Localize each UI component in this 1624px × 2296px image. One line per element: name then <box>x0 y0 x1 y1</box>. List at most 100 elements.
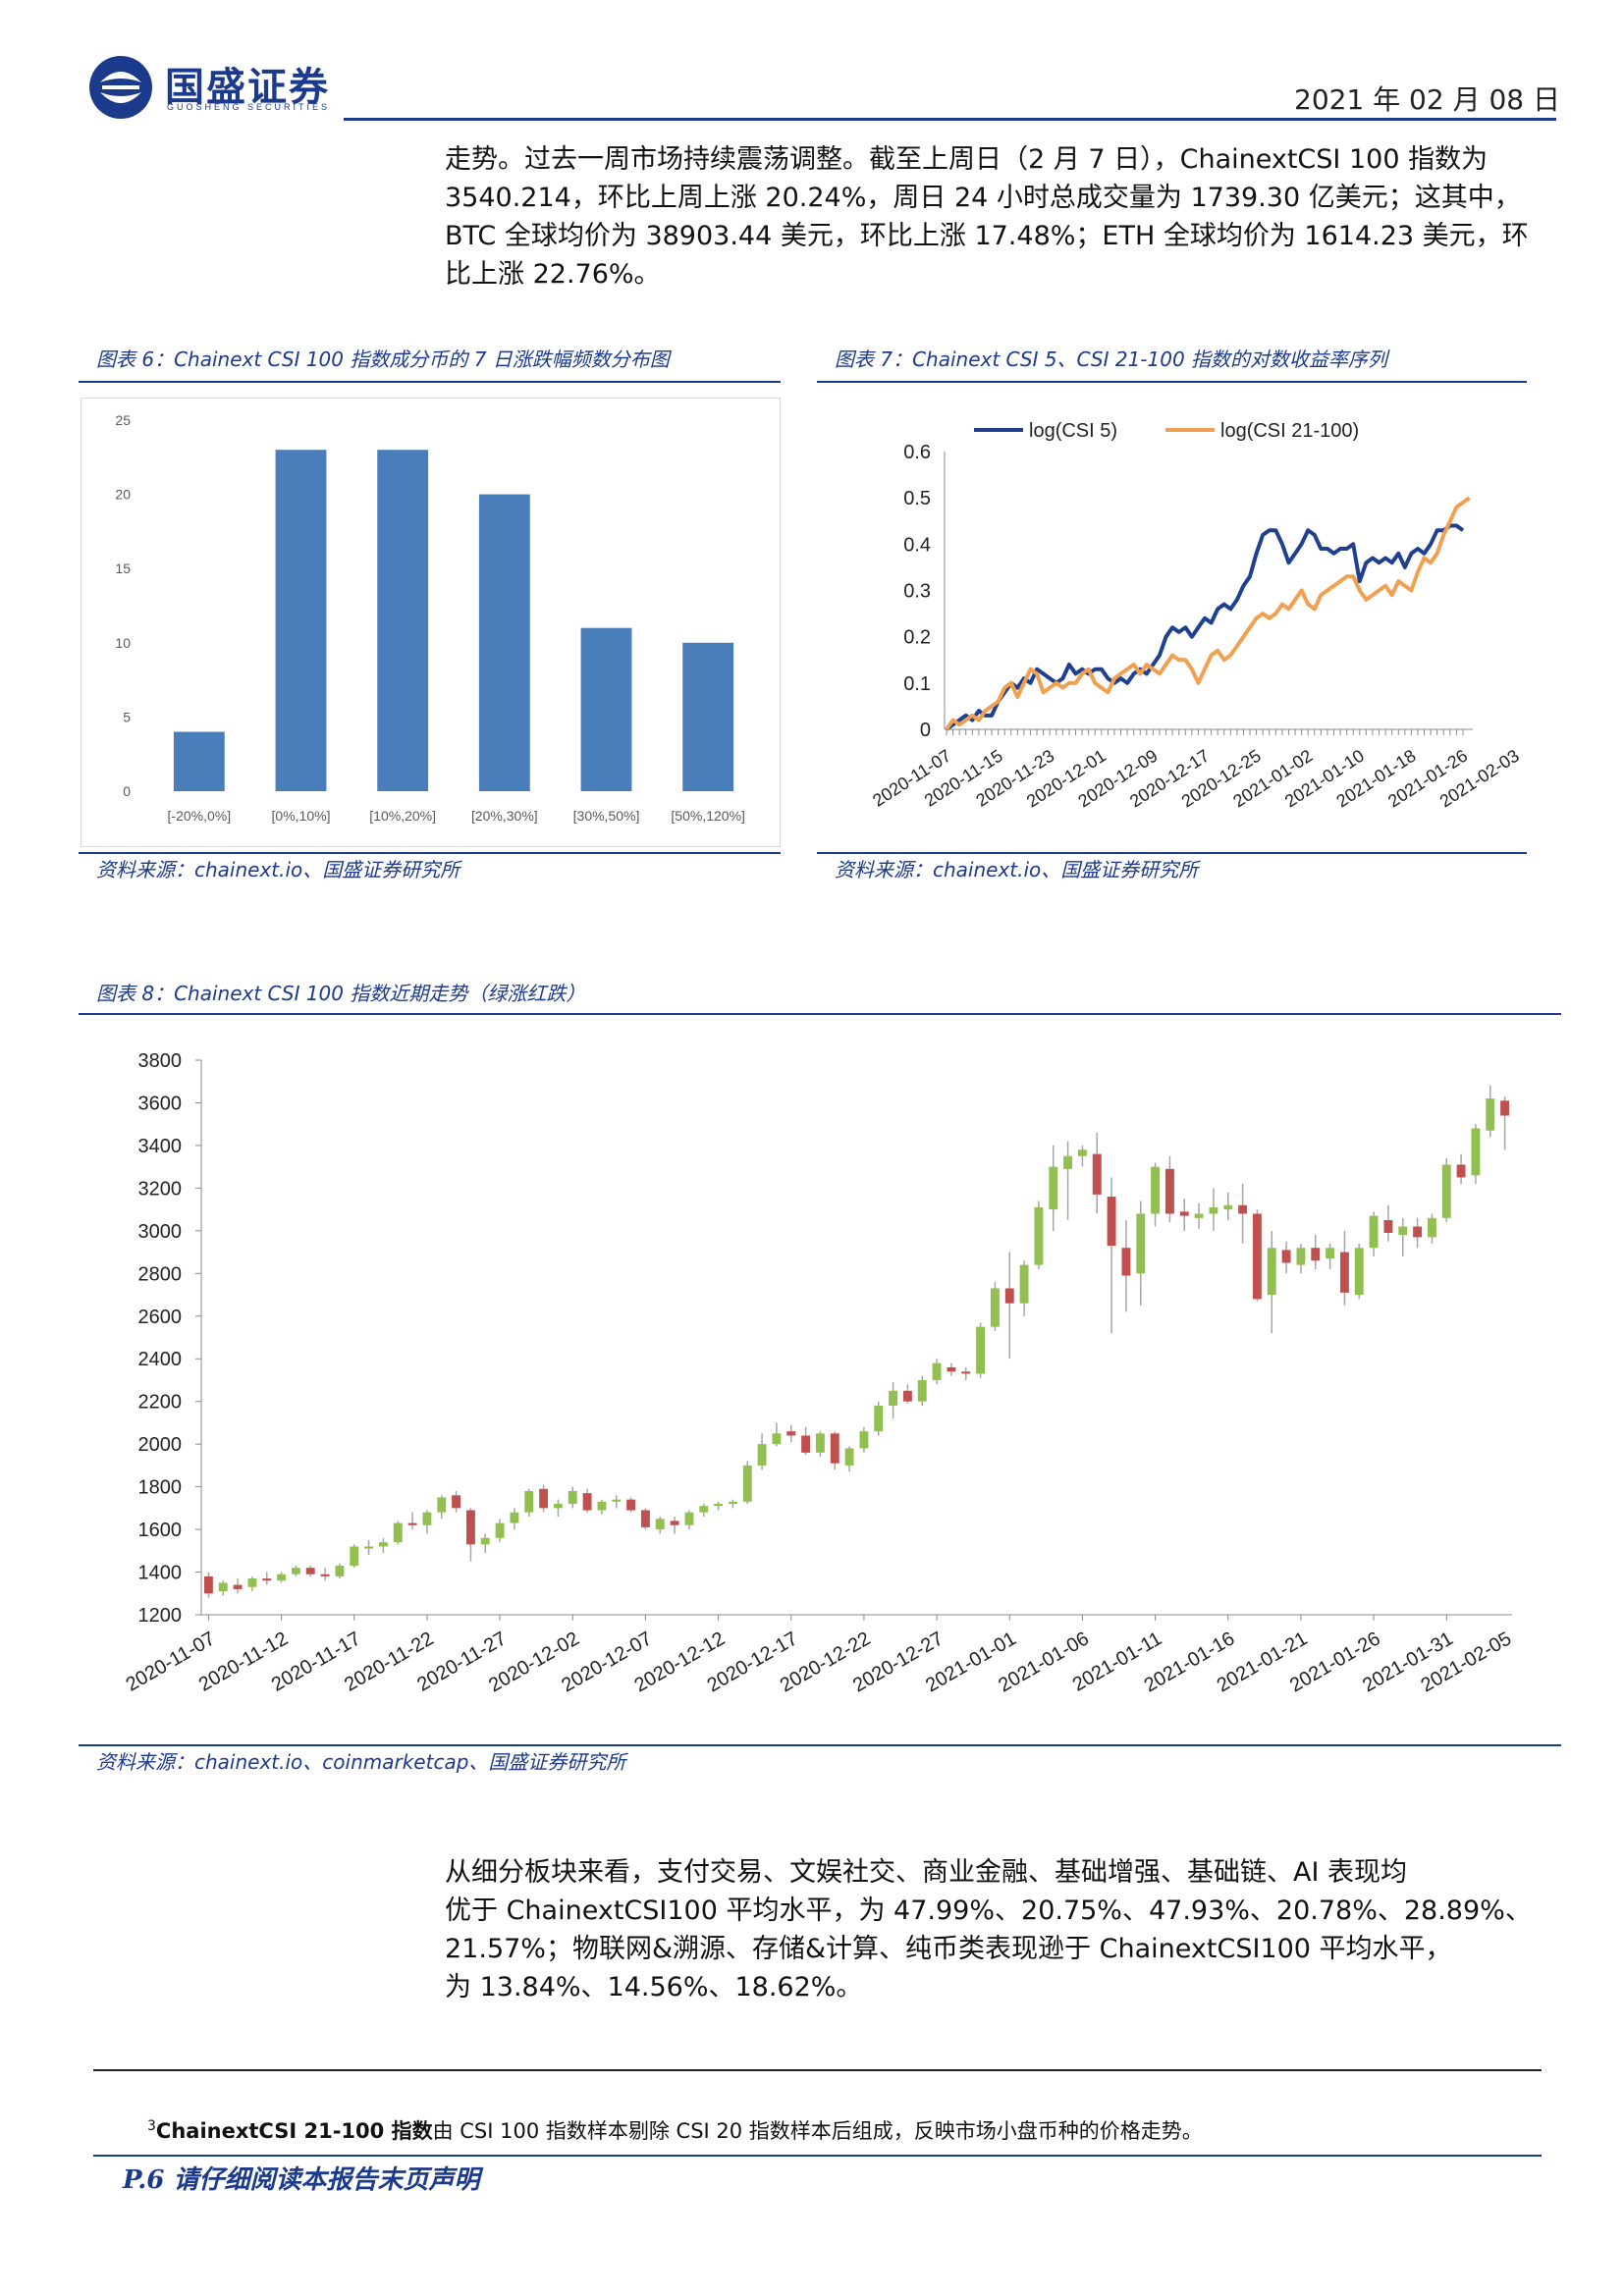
bar <box>682 642 734 791</box>
y-tick-label: 0.6 <box>903 442 931 463</box>
x-tick-label: [0%,10%] <box>272 808 331 824</box>
candle-down <box>452 1495 461 1509</box>
candle-up <box>1267 1248 1276 1296</box>
fig8-bottom-rule <box>79 1744 1561 1746</box>
bar <box>173 731 225 791</box>
candle-up <box>815 1433 825 1453</box>
candle-up <box>714 1504 724 1507</box>
candle-up <box>553 1504 563 1509</box>
fig7-top-rule <box>817 381 1527 383</box>
y-tick-label: 1400 <box>138 1563 183 1584</box>
candle-up <box>612 1499 622 1502</box>
candle-down <box>1121 1248 1131 1276</box>
candle-up <box>437 1497 447 1513</box>
fig8-candlestick-chart: 1200 1400 1600 1800 2000 2200 2400 2600 2800 3000… <box>123 1050 1515 1696</box>
candle-up <box>1063 1155 1073 1169</box>
y-tick-label: 1600 <box>138 1520 183 1541</box>
fig8-top-rule <box>79 1013 1561 1015</box>
candle-down <box>320 1574 330 1576</box>
y-tick-label: 20 <box>115 487 131 503</box>
candle-up <box>335 1566 345 1576</box>
candle-up <box>1151 1166 1161 1214</box>
y-tick-label: 0 <box>920 720 931 741</box>
y-tick-label: 0.5 <box>903 488 931 509</box>
intro-paragraph: 走势。过去一周市场持续震荡调整。截至上周日（2 月 7 日），ChainextC… <box>445 140 1554 294</box>
y-tick-label: 2000 <box>138 1434 183 1456</box>
fig6-source: 资料来源：chainext.io、国盛证券研究所 <box>96 858 460 881</box>
footnote-mark: 3 <box>147 2118 156 2134</box>
candle-up <box>378 1542 388 1547</box>
y-tick-label: 25 <box>115 412 131 428</box>
candle-down <box>786 1431 796 1436</box>
candle-up <box>1471 1128 1481 1176</box>
body-line: 为 13.84%、14.56%、18.62%。 <box>445 1972 863 2002</box>
candle-up <box>728 1501 737 1504</box>
candle-down <box>801 1435 811 1453</box>
header-rule <box>344 118 1556 121</box>
candle-down <box>305 1568 315 1575</box>
body-line: 21.57%；物联网&溯源、存储&计算、纯币类表现逊于 ChainextCSI1… <box>445 1934 1452 1964</box>
footer-disclaimer: P.6 请仔细阅读本报告末页声明 <box>123 2165 480 2195</box>
logo-emblem-icon <box>89 56 152 119</box>
candle-down <box>830 1433 839 1464</box>
candle-up <box>699 1506 709 1513</box>
y-tick-label: 10 <box>115 635 131 651</box>
candle-up <box>524 1490 534 1513</box>
legend-label: log(CSI 5) <box>1029 420 1117 442</box>
candle-down <box>640 1510 650 1527</box>
candle-up <box>364 1546 374 1549</box>
candle-up <box>844 1448 854 1466</box>
candle-down <box>203 1575 213 1594</box>
y-tick-label: 2200 <box>138 1392 183 1414</box>
candle-up <box>1034 1206 1044 1265</box>
candle-up <box>889 1390 898 1407</box>
candle-down <box>1092 1153 1102 1195</box>
y-tick-label: 1800 <box>138 1477 183 1499</box>
y-tick-label: 5 <box>123 709 131 724</box>
candle-up <box>393 1522 403 1543</box>
footnote-term: ChainextCSI 21-100 指数 <box>155 2119 433 2143</box>
y-tick-label: 2400 <box>138 1349 183 1370</box>
candle-up <box>976 1326 986 1374</box>
candle-down <box>262 1578 272 1581</box>
candle-up <box>990 1288 1000 1327</box>
candle-down <box>1179 1211 1189 1216</box>
y-tick-label: 0.2 <box>903 627 931 649</box>
candle-down <box>902 1390 912 1402</box>
candle-up <box>247 1578 257 1587</box>
candle-up <box>1019 1264 1029 1304</box>
x-tick-label: [-20%,0%] <box>168 808 232 824</box>
candle-up <box>1427 1217 1436 1238</box>
fig7-chart-area: 0 0.1 0.2 0.3 0.4 0.5 0.6 2020-11-07 2020-11-15 2… <box>817 398 1527 852</box>
candle-up <box>495 1522 505 1538</box>
candle-down <box>1383 1219 1393 1234</box>
y-tick-label: 0 <box>123 783 131 799</box>
candle-up <box>510 1512 519 1523</box>
y-tick-label: 15 <box>115 561 131 576</box>
fig7-source: 资料来源：chainext.io、国盛证券研究所 <box>835 858 1199 881</box>
fig7-line-chart: 00.10.20.30.40.50.62020-11-072020-11-152… <box>869 420 1523 812</box>
bar <box>580 627 632 791</box>
candle-up <box>1354 1248 1364 1296</box>
y-tick-label: 3000 <box>138 1221 183 1243</box>
candle-up <box>218 1582 228 1592</box>
candle-down <box>626 1499 636 1511</box>
candle-down <box>947 1366 956 1372</box>
fig6-top-rule <box>79 381 781 383</box>
fig6-bar-chart: 0 5 10 15 20 25 [-20%,0%] [0%,10%] [10%,20%] [20%… <box>115 412 744 824</box>
candle-up <box>291 1568 300 1575</box>
y-tick-label: 0.4 <box>903 534 931 556</box>
footnote: 3ChainextCSI 21-100 指数由 CSI 100 指数样本剔除 C… <box>147 2115 1203 2145</box>
bar <box>478 494 530 791</box>
candle-up <box>874 1406 884 1432</box>
y-tick-label: 3800 <box>138 1050 183 1072</box>
candle-down <box>233 1584 243 1589</box>
candle-down <box>1238 1204 1248 1214</box>
fig7-title: 图表 7：Chainext CSI 5、CSI 21-100 指数的对数收益率序… <box>835 347 1388 371</box>
candle-up <box>757 1444 767 1466</box>
candle-up <box>655 1519 665 1530</box>
bar <box>275 450 327 791</box>
candle-up <box>917 1379 927 1402</box>
intro-line: 3540.214，环比上周上涨 20.24%，周日 24 小时总成交量为 173… <box>445 183 1521 213</box>
candle-up <box>1136 1213 1146 1274</box>
